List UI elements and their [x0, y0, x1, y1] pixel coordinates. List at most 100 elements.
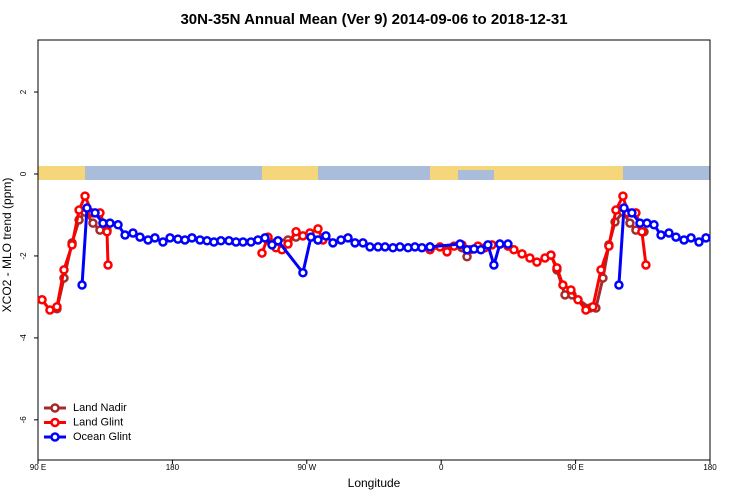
series-line	[40, 194, 648, 312]
data-point	[552, 263, 562, 273]
data-point	[395, 242, 405, 252]
x-axis-label: Longitude	[348, 476, 401, 490]
data-point	[483, 240, 493, 250]
data-point	[283, 239, 293, 249]
data-point	[611, 205, 621, 215]
y-axis-label: XCO2 - MLO trend (ppm)	[0, 178, 14, 313]
data-point	[694, 237, 704, 247]
data-point	[604, 241, 614, 251]
land-band	[38, 166, 85, 180]
data-point	[113, 220, 123, 230]
data-point	[532, 257, 542, 267]
data-point	[619, 203, 629, 213]
data-point	[37, 295, 47, 305]
data-point	[517, 249, 527, 259]
data-point	[649, 220, 659, 230]
data-point	[573, 295, 583, 305]
data-point	[74, 205, 84, 215]
data-point	[442, 247, 452, 257]
data-point	[358, 238, 368, 248]
data-point	[128, 228, 138, 238]
data-point	[103, 260, 113, 270]
data-point	[158, 237, 168, 247]
data-point	[671, 232, 681, 242]
legend-label: Land Glint	[73, 416, 123, 428]
data-point	[614, 280, 624, 290]
data-point	[566, 285, 576, 295]
data-point	[238, 237, 248, 247]
data-point	[686, 233, 696, 243]
legend-swatch	[50, 432, 60, 442]
data-point	[328, 238, 338, 248]
y-tick-label: -2	[19, 252, 28, 260]
data-point	[150, 233, 160, 243]
data-point	[313, 235, 323, 245]
data-point	[77, 280, 87, 290]
data-point	[82, 203, 92, 213]
data-point	[618, 191, 628, 201]
data-point	[260, 233, 270, 243]
data-point	[495, 239, 505, 249]
data-point	[350, 238, 360, 248]
data-point	[625, 218, 635, 228]
data-point	[525, 253, 535, 263]
data-point	[187, 233, 197, 243]
data-point	[216, 236, 226, 246]
data-point	[105, 218, 115, 228]
data-point	[664, 228, 674, 238]
data-point	[417, 242, 427, 253]
x-tick-label: 90 E	[30, 463, 46, 472]
data-point	[455, 239, 465, 249]
data-point	[267, 240, 277, 250]
plot-frame	[37, 39, 711, 461]
data-point	[291, 227, 301, 237]
data-point	[135, 232, 145, 242]
data-point	[67, 240, 77, 250]
data-point	[637, 227, 647, 237]
data-point	[425, 242, 435, 252]
x-tick-label: 0	[439, 463, 444, 472]
data-point	[476, 245, 486, 255]
data-point	[257, 248, 267, 258]
legend-swatch	[50, 417, 60, 428]
data-point	[656, 230, 666, 240]
legend-swatch	[50, 403, 60, 413]
data-point	[380, 242, 390, 252]
data-point	[489, 260, 499, 270]
legend-label: Ocean Glint	[73, 431, 131, 443]
data-point	[273, 236, 283, 246]
data-point	[509, 245, 519, 255]
y-tick-label: 2	[19, 89, 28, 94]
land-band	[262, 166, 318, 180]
series	[37, 191, 651, 315]
data-point	[641, 260, 651, 270]
x-tick-label: 90 W	[297, 463, 316, 472]
data-point	[558, 280, 568, 290]
data-point	[88, 218, 98, 228]
series	[77, 203, 711, 290]
chart-title: 30N-35N Annual Mean (Ver 9) 2014-09-06 t…	[180, 11, 567, 28]
legend-label: Land Nadir	[73, 402, 127, 414]
data-point	[588, 302, 598, 312]
ocean-band	[458, 170, 494, 180]
series-line	[55, 210, 645, 310]
x-tick-label: 90 E	[567, 463, 583, 472]
data-point	[596, 265, 606, 275]
x-tick-label: 180	[703, 463, 717, 472]
data-point	[321, 231, 331, 241]
series	[52, 207, 649, 314]
data-point	[365, 242, 375, 252]
x-tick-label: 180	[166, 463, 180, 472]
data-point	[343, 233, 353, 243]
land-mask	[38, 166, 710, 180]
legend: Land Nadir Land Glint Ocean Glint	[44, 402, 131, 443]
data-point	[45, 305, 55, 315]
data-point	[90, 208, 100, 218]
data-point	[313, 224, 323, 234]
data-point	[701, 233, 711, 243]
data-point	[503, 239, 513, 249]
data-point	[165, 233, 175, 243]
y-tick-label: -4	[19, 334, 28, 342]
data-point	[120, 230, 130, 240]
